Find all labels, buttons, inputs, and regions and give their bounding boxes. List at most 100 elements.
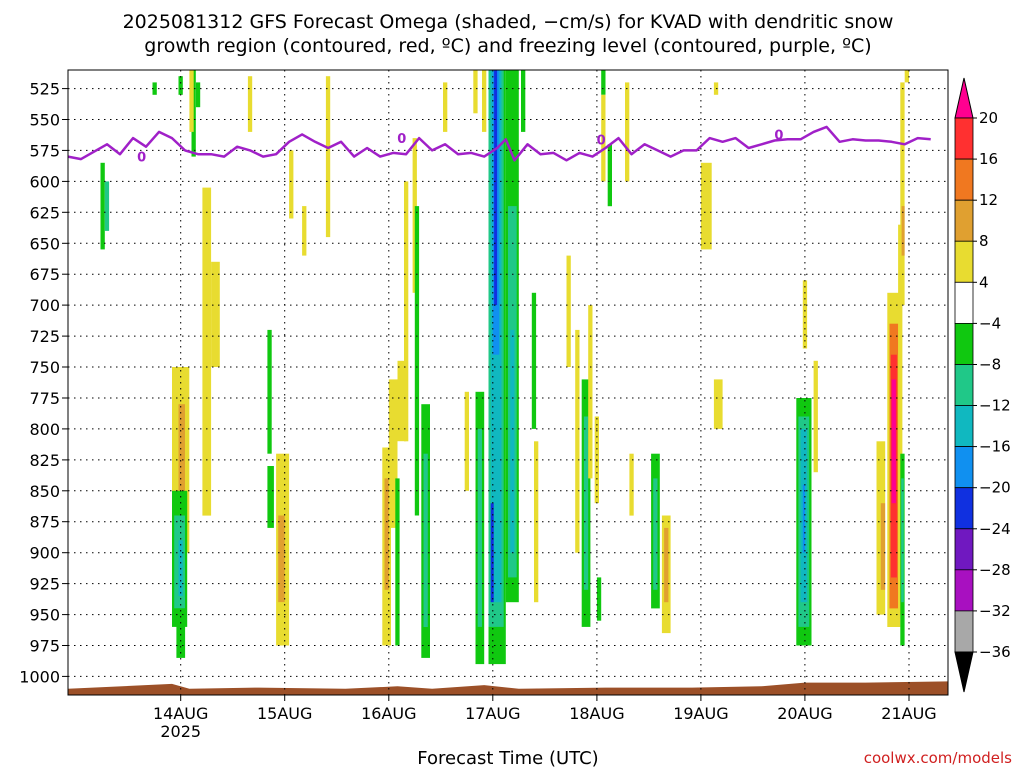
colorbar-label: −8 bbox=[979, 356, 1001, 374]
colorbar-label: −12 bbox=[979, 397, 1011, 415]
colorbar-label: −4 bbox=[979, 314, 1001, 332]
omega-region bbox=[713, 379, 723, 429]
omega-region bbox=[267, 329, 272, 454]
omega-region bbox=[178, 76, 183, 95]
omega-region bbox=[802, 484, 805, 553]
x-axis-ticks: 14AUG 15AUG 16AUG 17AUG 18AUG 19AUG 20AUG 21AUG bbox=[153, 695, 937, 723]
chart-title-line-1: 2025081312 GFS Forecast Omega (shaded, −… bbox=[123, 11, 894, 33]
omega-region bbox=[898, 224, 903, 615]
omega-region bbox=[104, 181, 110, 231]
omega-region bbox=[510, 329, 515, 553]
freezing-level-label: 0 bbox=[774, 128, 783, 143]
omega-region bbox=[596, 577, 602, 621]
colorbar-band bbox=[954, 528, 974, 571]
omega-region bbox=[601, 70, 606, 95]
y-tick-label: 650 bbox=[29, 234, 60, 253]
omega-region bbox=[490, 503, 494, 603]
colorbar-top-triangle bbox=[954, 77, 974, 119]
y-tick-label: 525 bbox=[29, 80, 60, 99]
y-tick-label: 675 bbox=[29, 265, 60, 284]
colorbar-band bbox=[954, 405, 974, 447]
omega-region bbox=[482, 70, 487, 132]
omega-region bbox=[412, 138, 417, 293]
omega-region bbox=[211, 261, 220, 367]
y-tick-label: 975 bbox=[29, 637, 60, 656]
y-tick-label: 550 bbox=[29, 111, 60, 130]
omega-region bbox=[575, 329, 580, 553]
colorbar-bottom-triangle bbox=[954, 651, 974, 693]
omega-region bbox=[900, 82, 905, 306]
terrain-surface bbox=[68, 681, 948, 695]
omega-region bbox=[176, 608, 186, 658]
chart-title-line-2: growth region (contoured, red, ºC) and f… bbox=[144, 35, 871, 57]
x-tick-label: 19AUG bbox=[673, 704, 728, 723]
y-tick-label: 625 bbox=[29, 203, 60, 222]
y-tick-label: 600 bbox=[29, 172, 60, 191]
freezing-level-contour: 0 0 0 0 bbox=[67, 125, 931, 166]
x-axis-label: Forecast Time (UTC) bbox=[417, 748, 598, 768]
colorbar-label: 12 bbox=[979, 191, 998, 209]
omega-region bbox=[423, 453, 428, 627]
omega-region bbox=[202, 187, 212, 516]
freezing-level-label: 0 bbox=[397, 132, 406, 147]
omega-region bbox=[384, 478, 389, 590]
credit-text: coolwx.com/models bbox=[864, 749, 1012, 767]
x-tick-label: 21AUG bbox=[881, 704, 936, 723]
colorbar-label: −16 bbox=[979, 438, 1011, 456]
y-tick-label: 800 bbox=[29, 420, 60, 439]
omega-region bbox=[664, 527, 669, 603]
omega-region bbox=[901, 478, 904, 603]
colorbar-label: −28 bbox=[979, 561, 1011, 579]
omega-region bbox=[189, 70, 194, 132]
omega-region bbox=[700, 162, 712, 250]
y-tick-label: 1000 bbox=[19, 667, 60, 686]
omega-region bbox=[247, 76, 253, 132]
colorbar-label: −36 bbox=[979, 643, 1011, 661]
colorbar-label: 16 bbox=[979, 150, 998, 168]
y-tick-label: 775 bbox=[29, 389, 60, 408]
colorbar-band bbox=[954, 487, 974, 530]
omega-region bbox=[891, 379, 896, 504]
y-tick-label: 575 bbox=[29, 141, 60, 160]
omega-region bbox=[880, 503, 886, 590]
omega-region bbox=[901, 206, 905, 256]
colorbar-band bbox=[954, 117, 974, 160]
omega-region bbox=[414, 206, 420, 516]
omega-region bbox=[521, 70, 526, 132]
colorbar: 20 16 12 8 4 −4 −8 −12 −16 −20 −24 −28 −32 −36 bbox=[954, 77, 1011, 693]
y-tick-label: 875 bbox=[29, 513, 60, 532]
x-axis-year-label: 2025 bbox=[160, 722, 201, 741]
colorbar-band bbox=[954, 610, 974, 653]
omega-region bbox=[601, 94, 606, 182]
x-tick-label: 15AUG bbox=[257, 704, 312, 723]
colorbar-label: 8 bbox=[979, 232, 989, 250]
y-tick-label: 825 bbox=[29, 451, 60, 470]
colorbar-label: 4 bbox=[979, 273, 989, 291]
omega-region bbox=[588, 305, 593, 479]
y-tick-label: 750 bbox=[29, 358, 60, 377]
omega-region bbox=[607, 144, 612, 207]
omega-region bbox=[267, 466, 274, 528]
omega-region bbox=[625, 82, 630, 182]
omega-region bbox=[813, 360, 818, 473]
omega-region bbox=[325, 76, 331, 238]
omega-region bbox=[494, 70, 498, 306]
colorbar-band bbox=[954, 158, 974, 201]
colorbar-band bbox=[954, 446, 974, 489]
colorbar-label: −32 bbox=[979, 602, 1011, 620]
y-tick-label: 725 bbox=[29, 327, 60, 346]
colorbar-band bbox=[954, 281, 974, 324]
omega-region bbox=[404, 181, 409, 442]
omega-region bbox=[629, 453, 634, 516]
y-tick-label: 925 bbox=[29, 575, 60, 594]
omega-region bbox=[152, 82, 157, 95]
terrain-fill bbox=[68, 681, 948, 695]
plot-frame bbox=[67, 69, 949, 696]
omega-region bbox=[289, 150, 294, 219]
x-tick-label: 18AUG bbox=[569, 704, 624, 723]
omega-region bbox=[583, 416, 589, 590]
omega-region bbox=[566, 255, 571, 367]
plot-area: 0 0 0 0 bbox=[67, 69, 949, 696]
y-tick-label: 850 bbox=[29, 482, 60, 501]
colorbar-label: −24 bbox=[979, 520, 1011, 538]
